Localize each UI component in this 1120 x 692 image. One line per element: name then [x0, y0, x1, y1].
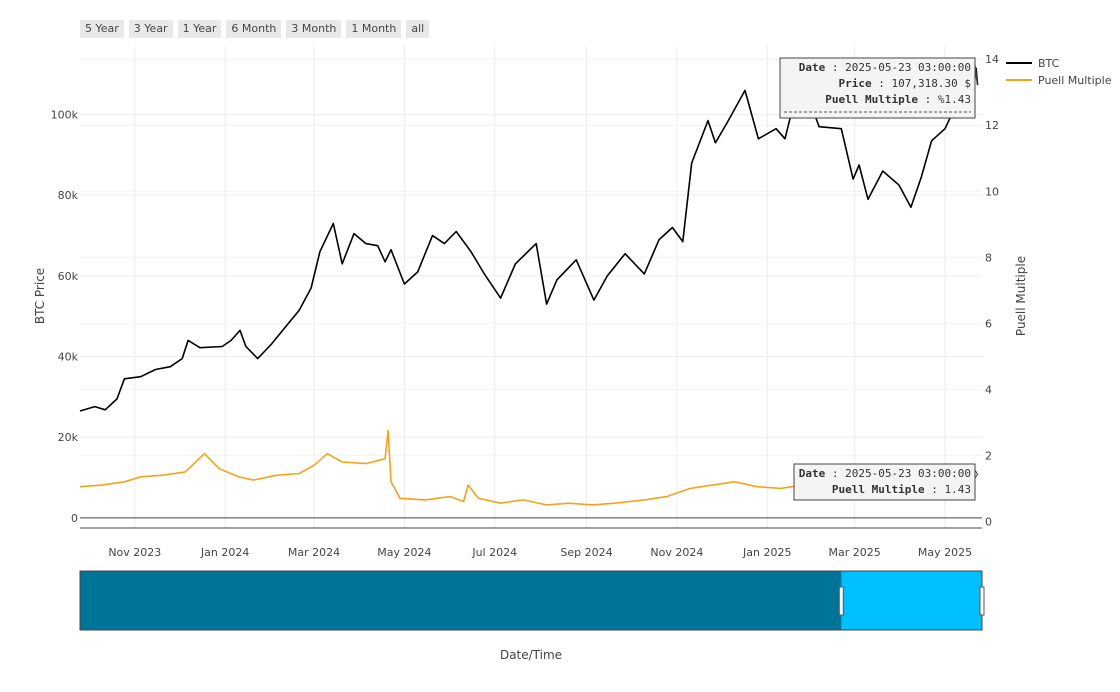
- series-line-btc: [79, 67, 979, 412]
- range-button[interactable]: 3 Month: [286, 20, 342, 38]
- slider-handle[interactable]: [838, 586, 844, 616]
- tooltip-box: [779, 57, 976, 119]
- x-axis-title: Date/Time: [500, 648, 562, 662]
- axes: Nov 2023 Jan 2024 Mar 2024 May 2024 Jul 2024…: [51, 53, 999, 559]
- range-button[interactable]: all: [406, 20, 430, 38]
- legend-label: BTC: [1038, 57, 1060, 70]
- tooltip-row: Date : 2025-05-23 03:00:00: [799, 61, 971, 74]
- x-tick-label: Sep 2024: [560, 546, 612, 559]
- x-tick-label: Nov 2024: [650, 546, 703, 559]
- y2-tick-label: 0: [985, 515, 992, 528]
- range-button[interactable]: 5 Year: [80, 20, 124, 38]
- tooltip-key: Date: [799, 61, 832, 74]
- y-tick-label: 100k: [51, 109, 79, 122]
- tooltip-row: Price : 107,318.30 $: [839, 77, 971, 90]
- tooltip-row: Puell Multiple : 1.43: [832, 483, 971, 496]
- tooltip-box: [793, 463, 976, 501]
- tooltip-row: Date : 2025-05-23 03:00:00: [799, 467, 971, 480]
- tooltip-value: : 2025-05-23 03:00:00: [832, 61, 971, 74]
- y2-tick-label: 14: [985, 53, 999, 66]
- y-axis-title: BTC Price: [33, 268, 47, 324]
- range-button[interactable]: 1 Month: [346, 20, 402, 38]
- y2-tick-label: 6: [985, 317, 992, 330]
- slider-handle[interactable]: [979, 586, 985, 616]
- tooltips: Date : 2025-05-23 03:00:00 Price : 107,31…: [779, 57, 979, 501]
- legend-label: Puell Multiple: [1038, 74, 1112, 87]
- series-lines: [79, 67, 979, 506]
- y2-axis-title: Puell Multiple: [1014, 256, 1028, 336]
- range-button[interactable]: 3 Year: [128, 20, 173, 38]
- x-tick-label: Mar 2024: [288, 546, 340, 559]
- x-tick-label: Jan 2025: [742, 546, 791, 559]
- tooltip-key: Price: [839, 77, 879, 90]
- y2-tick-label: 4: [985, 383, 992, 396]
- x-tick-label: Nov 2023: [108, 546, 161, 559]
- y-tick-label: 0: [71, 512, 78, 525]
- slider-selected-window: [841, 571, 982, 630]
- tooltip-key: Date: [799, 467, 832, 480]
- range-slider[interactable]: [79, 570, 985, 631]
- x-tick-label: Jul 2024: [471, 546, 517, 559]
- x-tick-label: May 2024: [377, 546, 431, 559]
- y2-tick-label: 12: [985, 119, 999, 132]
- tooltip-pointer: [974, 468, 979, 480]
- y2-tick-label: 8: [985, 251, 992, 264]
- tooltip-value: : 2025-05-23 03:00:00: [832, 467, 971, 480]
- legend: BTC Puell Multiple: [1006, 57, 1112, 87]
- tooltip-pointer: [974, 63, 979, 86]
- y2-tick-label: 10: [985, 185, 999, 198]
- x-tick-label: Jan 2024: [200, 546, 249, 559]
- grid: [80, 46, 982, 529]
- tooltip-value: : 107,318.30 $: [878, 77, 971, 90]
- tooltip-value: : 1.43: [931, 483, 971, 496]
- range-selector: 5 Year 3 Year 1 Year 6 Month 3 Month 1 Month a…: [80, 20, 430, 38]
- range-button[interactable]: 6 Month: [226, 20, 282, 38]
- range-button[interactable]: 1 Year: [177, 20, 222, 38]
- y-tick-label: 80k: [58, 189, 79, 202]
- y-tick-label: 60k: [58, 270, 79, 283]
- x-tick-label: Mar 2025: [828, 546, 880, 559]
- tooltip-key: Puell Multiple: [825, 93, 924, 106]
- y2-tick-label: 2: [985, 449, 992, 462]
- x-tick-label: May 2025: [918, 546, 972, 559]
- y-tick-label: 40k: [58, 351, 79, 364]
- tooltip-value: : %1.43: [925, 93, 971, 106]
- tooltip-row: Puell Multiple : %1.43: [825, 93, 971, 106]
- tooltip-key: Puell Multiple: [832, 483, 931, 496]
- y-tick-label: 20k: [58, 431, 79, 444]
